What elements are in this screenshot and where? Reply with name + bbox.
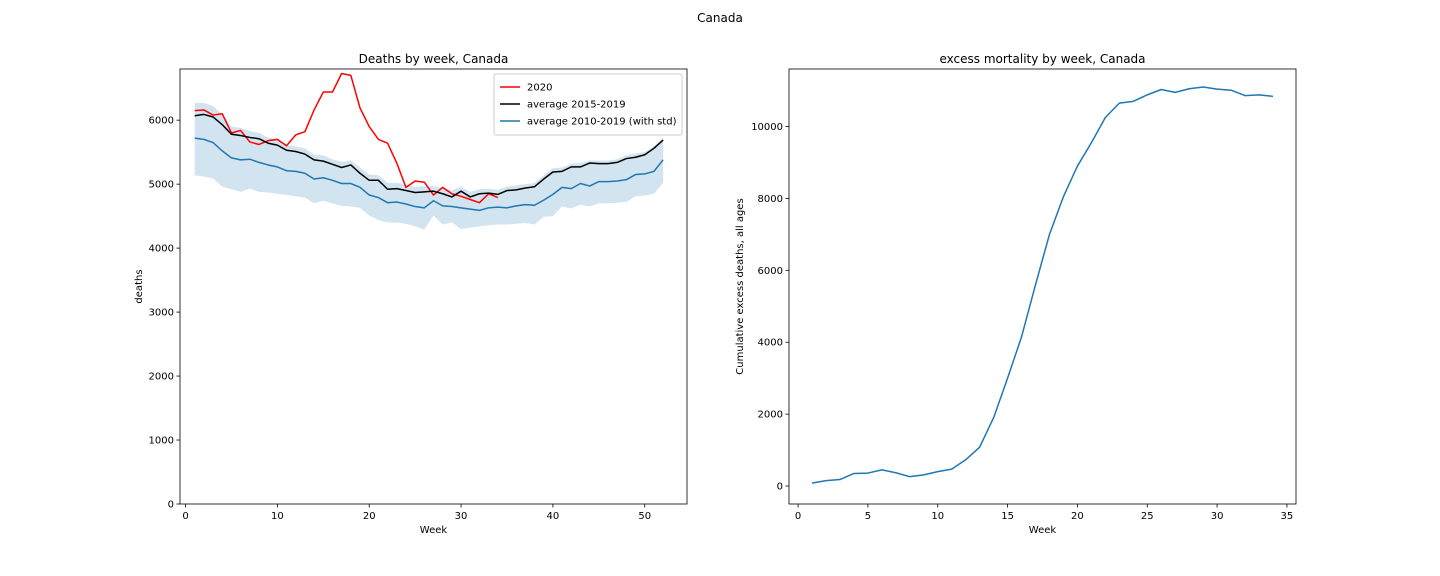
y-tick-label: 4000	[758, 338, 783, 349]
x-tick-label: 50	[638, 511, 651, 522]
legend-entry: 2020	[527, 83, 552, 94]
x-tick-label: 35	[1281, 511, 1294, 522]
x-tick-label: 15	[1001, 511, 1014, 522]
x-tick-label: 0	[795, 511, 801, 522]
y-tick-label: 5000	[149, 180, 174, 191]
y-tick-label: 0	[777, 482, 783, 493]
panel-title: excess mortality by week, Canada	[939, 52, 1145, 66]
x-tick-label: 25	[1141, 511, 1154, 522]
x-axis-label: Week	[1029, 525, 1057, 536]
y-tick-label: 3000	[149, 308, 174, 319]
series-line-2	[194, 137, 664, 212]
x-tick-label: 40	[547, 511, 560, 522]
y-tick-label: 10000	[751, 122, 783, 133]
series-line-0	[811, 86, 1274, 484]
y-tick-label: 6000	[149, 116, 174, 127]
axes-frame	[788, 68, 1297, 505]
x-tick-label: 5	[865, 511, 871, 522]
y-axis-label: deaths	[134, 269, 145, 303]
series-line-1	[194, 113, 664, 198]
x-tick-label: 30	[455, 511, 468, 522]
x-tick-label: 20	[363, 511, 376, 522]
x-tick-label: 0	[182, 511, 188, 522]
y-tick-label: 8000	[758, 194, 783, 205]
chart-legend: 2020 average 2015-2019 average 2010-2019 (…	[493, 73, 683, 136]
x-axis-label: Week	[420, 525, 448, 536]
deaths-by-week-panel: Deaths by week, Canada Week deaths 0 10 20…	[134, 52, 688, 536]
legend-entry: average 2010-2019 (with std)	[527, 117, 677, 128]
y-tick-label: 0	[168, 500, 174, 511]
legend-box	[493, 73, 683, 136]
y-tick-label: 4000	[149, 244, 174, 255]
y-tick-label: 1000	[149, 436, 174, 447]
x-tick-label: 30	[1211, 511, 1224, 522]
figure-suptitle: Canada	[697, 11, 743, 25]
panel-title: Deaths by week, Canada	[359, 52, 509, 66]
y-tick-label: 2000	[758, 410, 783, 421]
axes-frame	[179, 68, 688, 505]
x-tick-label: 10	[271, 511, 284, 522]
y-tick-label: 2000	[149, 372, 174, 383]
excess-mortality-panel: excess mortality by week, Canada Week Cu…	[735, 52, 1297, 536]
y-axis-label: Cumulative excess deaths, all ages	[735, 198, 746, 374]
y-tick-label: 6000	[758, 266, 783, 277]
x-tick-label: 20	[1071, 511, 1084, 522]
legend-entry: average 2015-2019	[527, 100, 626, 111]
x-tick-label: 10	[931, 511, 944, 522]
